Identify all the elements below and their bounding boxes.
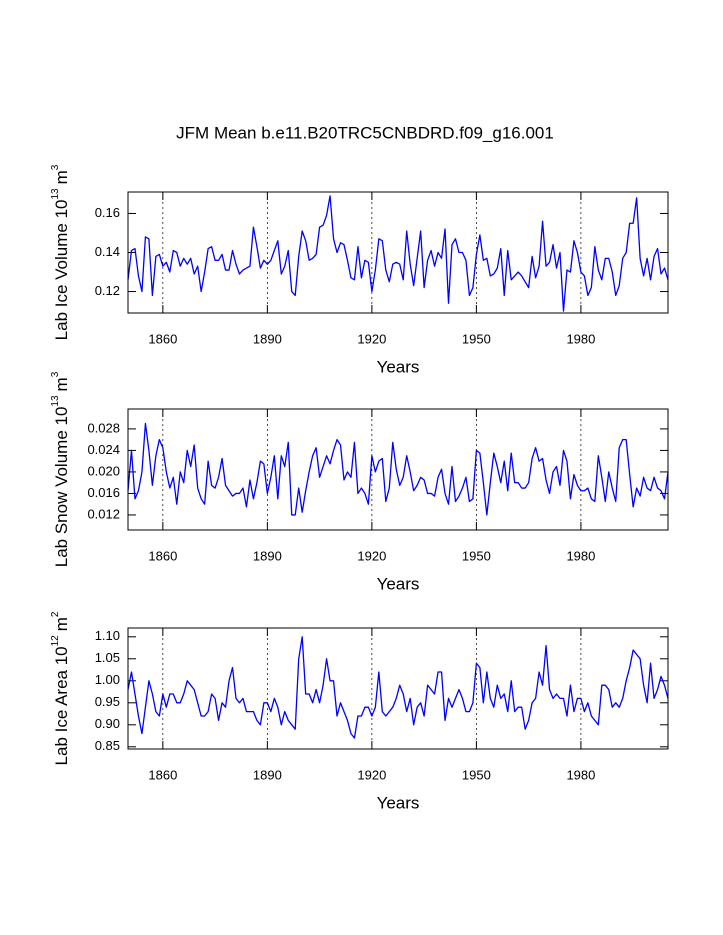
y-tick-label: 0.012	[87, 506, 120, 521]
plot-frame	[127, 191, 669, 314]
y-label-exponent: 13	[50, 395, 61, 407]
y-axis-label: Lab Snow Volume 1013 m3	[50, 371, 72, 567]
x-tick-label: 1860	[148, 767, 177, 782]
y-tick-label: 1.10	[95, 628, 120, 643]
y-label-exponent: 13	[50, 188, 61, 200]
y-label-text: Lab Ice Volume 10	[52, 200, 71, 341]
y-tick-label: 0.024	[87, 442, 120, 457]
y-tick-label: 1.00	[95, 672, 120, 687]
x-tick-label: 1860	[148, 548, 177, 563]
x-tick-label: 1980	[566, 548, 595, 563]
data-line	[127, 636, 669, 739]
plot-frame	[127, 627, 669, 750]
plot-frame	[127, 408, 669, 531]
y-axis-label: Lab Ice Area 1012 m2	[50, 611, 72, 765]
x-tick-label: 1980	[566, 331, 595, 346]
x-tick-label: 1920	[357, 767, 386, 782]
x-tick-label: 1890	[253, 331, 282, 346]
y-label-text: Lab Snow Volume 10	[52, 407, 71, 568]
y-tick-label: 0.14	[95, 244, 120, 259]
y-tick-label: 0.028	[87, 420, 120, 435]
x-tick-label: 1860	[148, 331, 177, 346]
y-label-unit-exponent: 3	[50, 164, 61, 170]
x-tick-label: 1950	[462, 548, 491, 563]
y-tick-label: 0.85	[95, 738, 120, 753]
y-tick-label: 0.020	[87, 463, 120, 478]
y-label-text: Lab Ice Area 10	[52, 646, 71, 765]
y-label-exponent: 12	[50, 635, 61, 647]
x-tick-label: 1920	[357, 548, 386, 563]
y-label-unit: m	[52, 377, 71, 391]
x-axis-label: Years	[377, 574, 420, 593]
y-tick-label: 1.05	[95, 650, 120, 665]
x-tick-label: 1890	[253, 767, 282, 782]
x-axis-label: Years	[377, 793, 420, 812]
figure-title: JFM Mean b.e11.B20TRC5CNBDRD.f09_g16.001	[176, 123, 554, 142]
y-axis-label: Lab Ice Volume 1013 m3	[50, 164, 72, 340]
y-label-unit-exponent: 2	[50, 611, 61, 617]
x-axis-label: Years	[377, 357, 420, 376]
x-tick-label: 1980	[566, 767, 595, 782]
y-tick-label: 0.016	[87, 485, 120, 500]
data-line	[127, 195, 669, 312]
x-tick-label: 1920	[357, 331, 386, 346]
y-tick-label: 0.12	[95, 283, 120, 298]
y-label-unit-exponent: 3	[50, 371, 61, 377]
y-label-unit: m	[52, 617, 71, 631]
data-line	[127, 422, 669, 516]
x-tick-label: 1890	[253, 548, 282, 563]
y-label-unit: m	[52, 170, 71, 184]
x-tick-label: 1950	[462, 767, 491, 782]
y-tick-label: 0.16	[95, 205, 120, 220]
x-tick-label: 1950	[462, 331, 491, 346]
y-tick-label: 0.95	[95, 694, 120, 709]
y-tick-label: 0.90	[95, 716, 120, 731]
